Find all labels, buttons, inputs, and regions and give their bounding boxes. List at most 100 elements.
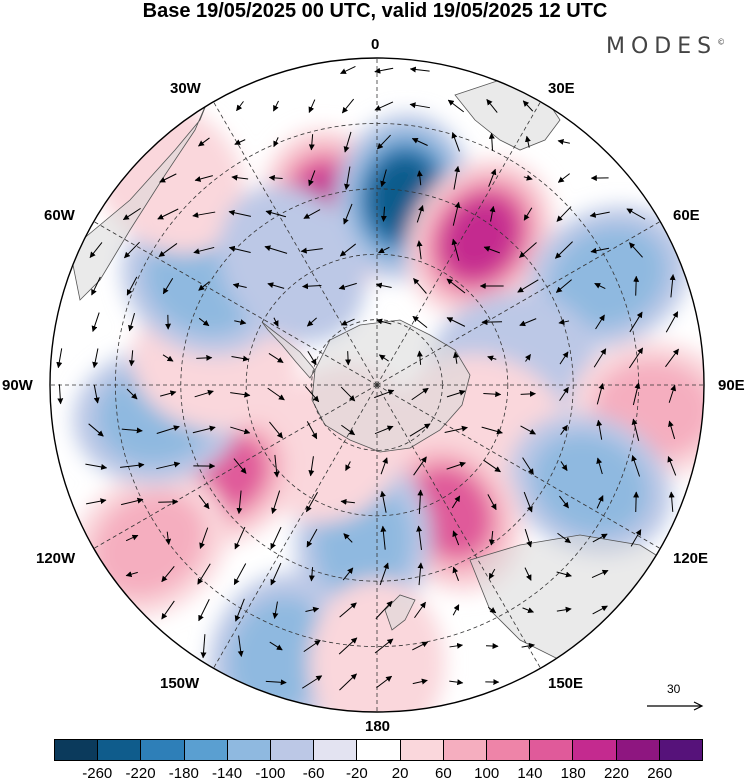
lon-label-30w: 30W (170, 80, 201, 97)
wind-arrow (375, 600, 393, 620)
wind-arrow (267, 282, 285, 289)
wind-arrow (665, 311, 679, 333)
wind-arrow (380, 206, 387, 222)
wind-arrow (488, 568, 496, 580)
wind-arrow (339, 602, 357, 618)
brand-mark: © (717, 37, 726, 47)
lon-label-60w: 60W (44, 207, 75, 224)
colorbar-swatch (530, 740, 574, 760)
wind-arrow (343, 131, 352, 153)
wind-arrow (231, 174, 249, 181)
wind-arrow (343, 533, 353, 543)
wind-arrow (156, 461, 181, 470)
wind-arrow (237, 635, 244, 658)
wind-arrow (488, 168, 497, 187)
wind-arrow (413, 278, 427, 294)
colorbar-tick-label: -100 (255, 765, 286, 782)
colorbar-tick-label: -220 (125, 765, 156, 782)
wind-arrow (305, 606, 320, 613)
wind-arrow (409, 423, 431, 437)
wind-arrow (264, 245, 288, 254)
wind-arrow (594, 282, 606, 290)
wind-arrow (378, 354, 389, 362)
meridian-line (93, 384, 378, 549)
wind-arrow (374, 67, 394, 74)
wind-arrow (228, 209, 252, 217)
wind-arrow (629, 242, 643, 258)
wind-arrow (122, 207, 141, 221)
south-america (69, 94, 211, 301)
wind-arrow (380, 457, 388, 475)
wind-arrow (669, 274, 676, 298)
wind-arrow (93, 384, 100, 404)
wind-arrow (308, 567, 315, 582)
colorbar-tick-label: -180 (168, 765, 199, 782)
wind-arrow (554, 241, 573, 259)
wind-arrow (193, 246, 215, 255)
wind-arrow (521, 642, 535, 649)
wind-arrow (160, 390, 177, 397)
wind-arrow (556, 571, 572, 578)
wind-arrow (414, 601, 426, 619)
wind-arrow (197, 563, 211, 585)
meridian-line (213, 384, 378, 669)
wind-arrow (444, 425, 468, 433)
wind-arrow (487, 606, 497, 614)
wind-arrow (303, 209, 321, 219)
wind-arrow (630, 529, 642, 547)
wind-arrow (234, 319, 247, 326)
wind-arrow (595, 314, 605, 330)
wind-arrow (200, 634, 207, 659)
wind-arrow (416, 170, 423, 186)
wind-arrow (522, 457, 534, 475)
wind-arrow (198, 137, 210, 147)
wind-arrow (377, 134, 391, 150)
wind-arrow (488, 530, 495, 546)
wind-arrow (591, 569, 609, 579)
wind-arrow (380, 169, 387, 188)
wind-arrows (56, 65, 679, 691)
wind-arrow (124, 241, 140, 259)
wind-arrow (590, 247, 610, 254)
wind-arrow (487, 494, 497, 511)
wind-arrow (374, 389, 395, 399)
wind-arrow (380, 525, 387, 550)
wind-arrow (162, 354, 174, 362)
wind-arrow (265, 679, 287, 686)
lon-label-120w: 120W (36, 550, 76, 567)
wind-arrow (89, 242, 103, 259)
wind-arrow (233, 563, 247, 586)
colorbar-tick-label: -140 (212, 765, 243, 782)
wind-arrow (452, 201, 461, 226)
wind-arrow (198, 495, 210, 510)
wind-arrow (451, 132, 460, 152)
wind-arrow (230, 426, 251, 435)
meridian-line (376, 384, 661, 549)
wind-arrow (198, 317, 210, 327)
colorbar-tick-label: 220 (603, 765, 629, 782)
positive-anomaly (92, 491, 206, 598)
wind-arrow (416, 350, 423, 365)
wind-arrow (198, 281, 210, 291)
colorbar-tick-label: 100 (474, 765, 500, 782)
wind-arrow (301, 283, 322, 290)
wind-arrow (667, 455, 677, 476)
wind-arrow (304, 386, 320, 403)
colorbar-ticks: -260 -220 -180 -140 -100 -60 -20 20 60 100 140 180 2… (54, 765, 703, 783)
wind-arrow (228, 245, 251, 253)
wind-arrow (125, 571, 138, 578)
wind-arrow (273, 137, 279, 148)
wind-arrow (85, 463, 108, 470)
colorbar-swatch (227, 740, 272, 760)
lon-label-150e: 150E (548, 675, 584, 692)
wind-arrow (56, 348, 63, 369)
wind-arrow (633, 275, 640, 296)
colorbar-swatch (400, 740, 444, 760)
wind-arrow (412, 678, 428, 685)
wind-arrow (379, 490, 387, 513)
wind-arrow (270, 562, 282, 586)
wind-arrow (265, 209, 287, 218)
colorbar (54, 739, 703, 761)
wind-arrow (417, 489, 424, 514)
colorbar-swatch (314, 740, 358, 760)
